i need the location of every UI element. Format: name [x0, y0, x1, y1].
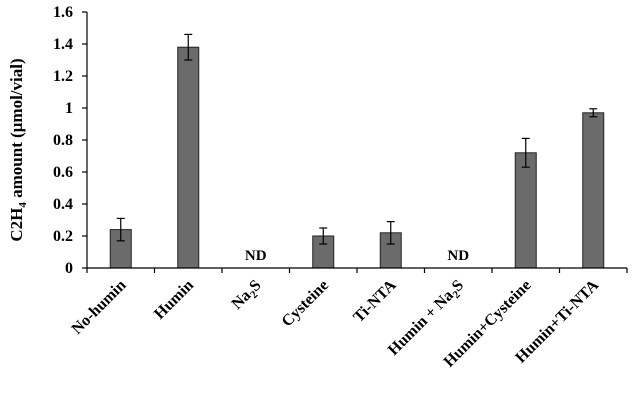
category-label: Na2S	[229, 277, 267, 315]
y-ticks: 0 0.2 0.4 0.6 0.8 1 1.2 1.4 1.6	[53, 4, 628, 277]
y-axis-label: C2H4 amount (μmol/vial)	[7, 58, 29, 241]
category-label: No-humin	[69, 277, 130, 338]
y-tick-label: 1.6	[53, 4, 73, 21]
category-label: Humin	[151, 277, 197, 323]
y-tick-label: 0	[65, 260, 73, 277]
bar-Humin+Cysteine	[514, 152, 537, 269]
category-label: Ti-NTA	[350, 276, 400, 326]
y-tick-label: 1.2	[53, 68, 73, 85]
y-tick-label: 0.2	[53, 228, 73, 245]
category-label: Cysteine	[279, 277, 332, 330]
bar-Humin+Ti-NTA	[582, 112, 605, 269]
y-tick-label: 0.4	[53, 196, 73, 213]
y-tick-label: 0.6	[53, 164, 73, 181]
y-tick-label: 1	[65, 100, 73, 117]
bar-Humin	[177, 46, 200, 269]
nd-annotations: ND ND	[245, 248, 469, 264]
bars	[109, 46, 605, 269]
error-bars	[116, 33, 598, 245]
y-axis-title: C2H4 amount (μmol/vial)	[7, 58, 29, 241]
nd-label: ND	[245, 248, 267, 264]
y-tick-label: 1.4	[53, 36, 73, 53]
nd-label: ND	[447, 248, 469, 264]
y-tick-label: 0.8	[53, 132, 73, 149]
